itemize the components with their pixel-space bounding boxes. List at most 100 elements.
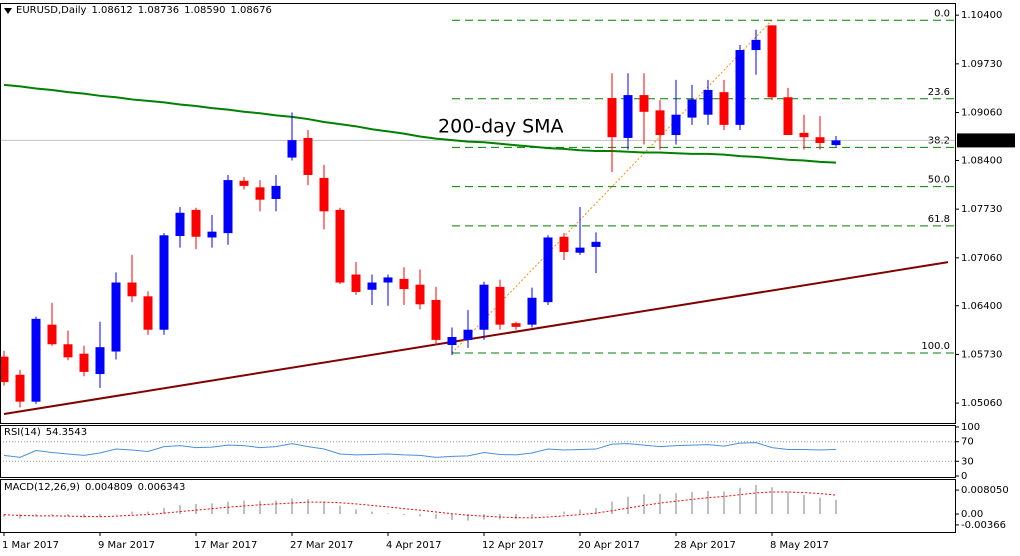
candle-body [815,137,825,144]
macd-value: 0.004809 [84,482,133,493]
candle-body [127,282,137,297]
macd-bar [691,492,693,515]
y-tick-label: 100 [961,422,980,433]
macd-signal [3,491,837,519]
candle-body [639,95,649,112]
candle-body [495,286,505,325]
candle-body [751,39,761,51]
macd-bar [179,505,181,515]
y-tick-label: 1.06400 [961,301,1002,312]
macd-bar [627,496,629,515]
candle-body [95,347,105,375]
macd-bar [515,514,517,520]
macd-header: MACD(12,26,9) 0.004809 0.006343 [4,482,185,493]
candle-body [47,324,57,345]
macd-bar [195,503,197,515]
y-tick-label: 70 [961,437,974,448]
macd-bar [755,484,757,515]
y-tick-label: 1.07060 [961,253,1002,264]
candle-body [1,356,9,383]
macd-bar [547,514,549,515]
fibonacci-label: 100.0 [921,341,950,352]
axes: 1.10400 1.09730 1.09060 1.08400 1.07730 1.070… [2,10,1015,551]
x-tick-label: 20 Apr 2017 [578,540,640,551]
macd-bar [819,497,821,515]
candle-body [271,185,281,199]
macd-bar [579,509,581,515]
menu-triangle [4,8,12,14]
macd-bar [419,514,421,517]
candle-body [287,140,297,158]
macd-bar [339,505,341,515]
y-tick-label: 1.09060 [961,108,1002,119]
current-price-box [957,133,1015,148]
candle-body [255,187,265,200]
macd-bar [563,511,565,515]
rsi-panel-frame [0,425,956,478]
quote-high: 1.08736 [137,5,180,16]
macd-bar [595,508,597,515]
candle-body [591,241,601,247]
macd-bar [99,514,101,518]
candle-body [575,247,585,253]
macd-title: MACD(12,26,9) [4,482,80,493]
candle-body [79,353,89,372]
macd-bar [51,514,53,516]
candle-body [15,374,25,402]
main-panel-frame [0,3,956,424]
candle-body [191,209,201,237]
x-tick-label: 17 Mar 2017 [194,540,257,551]
rsi-line [3,442,837,458]
macd-bar [227,501,229,515]
candle-body [415,284,425,305]
macd-bar [483,514,485,520]
macd-bar [323,501,325,515]
candle-body [527,297,537,325]
candle-body [671,114,681,136]
fibonacci-anchor [451,19,773,354]
x-tick-label: 8 May 2017 [770,540,829,551]
candle-body [367,282,377,290]
candle-body [655,110,665,136]
rsi-title: RSI(14) [4,427,41,438]
macd-bar [771,487,773,515]
macd-bar [371,511,373,515]
candle-body [767,25,777,98]
macd-bar [115,514,117,515]
candle-body [607,97,617,138]
trendline [3,261,949,415]
candle-body [703,89,713,115]
macd-panel-frame [0,479,956,533]
series-annotation: 200-day SMA [438,116,564,138]
symbol: EURUSD,Daily [16,5,87,16]
macd-bar [83,514,85,518]
fibonacci-label: 23.6 [928,87,950,98]
macd-bar [147,511,149,515]
macd-bar [67,514,69,517]
macd-bar [723,491,725,515]
y-tick-label: 1.09730 [961,59,1002,70]
candle-body [31,318,41,402]
candle-body [319,177,329,212]
macd-bar [803,494,805,515]
candle-body [159,235,169,330]
fibonacci-label: 61.8 [928,214,950,225]
macd-bar [243,500,245,515]
macd-bar [451,514,453,520]
quote-low: 1.08590 [184,5,226,16]
macd-bar [291,498,293,515]
y-tick-label: 1.10400 [961,10,1002,21]
current-price-label: 1.08676 [961,135,1002,146]
candle-body [175,212,185,237]
macd-bar [275,500,277,515]
candle-body [143,296,153,330]
fibonacci-label: 50.0 [928,175,950,186]
candle-body [399,278,409,290]
macd-bar [643,494,645,515]
candle-body [799,132,809,138]
macd-bar [659,493,661,515]
candle-body [63,344,73,358]
candle-body [559,236,569,253]
